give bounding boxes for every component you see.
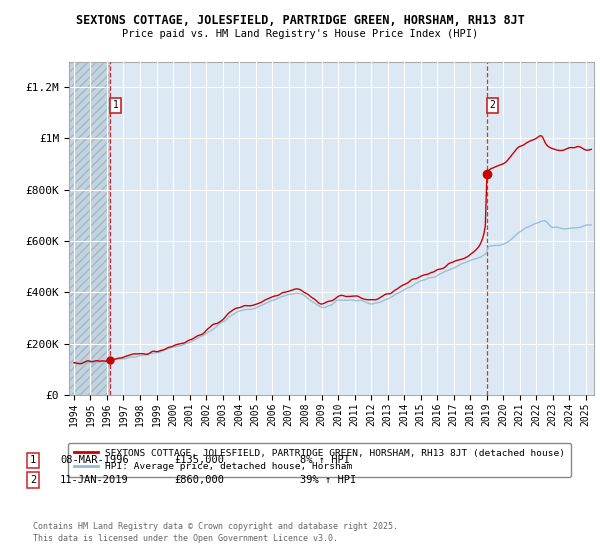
Text: £860,000: £860,000 xyxy=(174,475,224,485)
Text: SEXTONS COTTAGE, JOLESFIELD, PARTRIDGE GREEN, HORSHAM, RH13 8JT: SEXTONS COTTAGE, JOLESFIELD, PARTRIDGE G… xyxy=(76,14,524,27)
Text: 11-JAN-2019: 11-JAN-2019 xyxy=(60,475,129,485)
Text: 39% ↑ HPI: 39% ↑ HPI xyxy=(300,475,356,485)
Text: 1: 1 xyxy=(30,455,36,465)
Text: Contains HM Land Registry data © Crown copyright and database right 2025.
This d: Contains HM Land Registry data © Crown c… xyxy=(33,522,398,543)
Text: Price paid vs. HM Land Registry's House Price Index (HPI): Price paid vs. HM Land Registry's House … xyxy=(122,29,478,39)
Text: 08-MAR-1996: 08-MAR-1996 xyxy=(60,455,129,465)
Text: £135,000: £135,000 xyxy=(174,455,224,465)
Legend: SEXTONS COTTAGE, JOLESFIELD, PARTRIDGE GREEN, HORSHAM, RH13 8JT (detached house): SEXTONS COTTAGE, JOLESFIELD, PARTRIDGE G… xyxy=(68,443,571,477)
Bar xyxy=(69,62,110,395)
Text: 2: 2 xyxy=(30,475,36,485)
Text: 1: 1 xyxy=(113,100,118,110)
Text: 2: 2 xyxy=(490,100,496,110)
Text: 8% ↑ HPI: 8% ↑ HPI xyxy=(300,455,350,465)
